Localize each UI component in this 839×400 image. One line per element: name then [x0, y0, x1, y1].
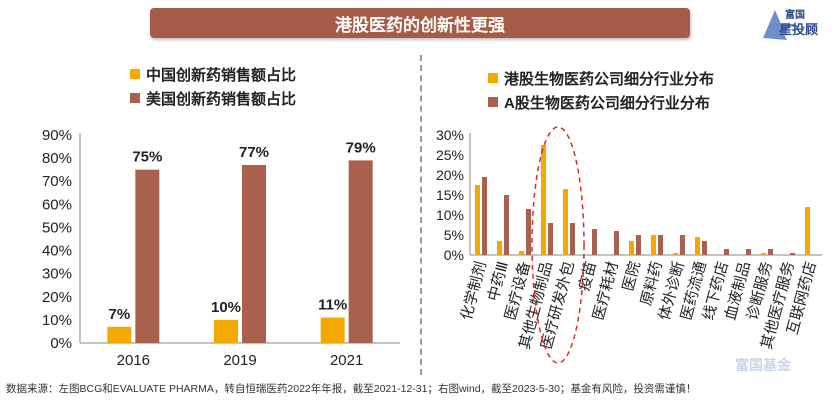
x-tick-label: 疫苗: [576, 260, 600, 293]
legend-label: A股生物医药公司细分行业分布: [504, 94, 710, 112]
banner-title: 港股医药的创新性更强: [335, 15, 505, 35]
data-label: 77%: [239, 144, 269, 161]
legend-swatch: [130, 69, 140, 79]
data-label: 79%: [346, 139, 376, 156]
y-tick-label: 10%: [436, 207, 464, 223]
y-tick-label: 40%: [42, 243, 72, 260]
bar: [482, 177, 487, 255]
y-tick-label: 70%: [42, 173, 72, 190]
bar: [746, 249, 751, 255]
bar: [805, 207, 810, 255]
x-tick-label: 2019: [223, 352, 256, 369]
bar: [348, 160, 373, 343]
bar: [658, 235, 663, 255]
bar: [636, 235, 641, 255]
brand-logo: 富国 星投顾: [763, 8, 818, 40]
y-tick-label: 5%: [444, 227, 464, 243]
bar: [548, 223, 553, 255]
y-tick-label: 30%: [436, 127, 464, 143]
data-label: 75%: [132, 149, 162, 166]
y-tick-label: 0%: [444, 247, 464, 263]
bar: [702, 241, 707, 255]
bar: [790, 253, 795, 255]
legend-swatch: [130, 93, 140, 103]
y-tick-label: 20%: [42, 289, 72, 306]
y-tick-label: 60%: [42, 196, 72, 213]
bar: [242, 165, 266, 343]
y-tick-label: 15%: [436, 187, 464, 203]
bar: [768, 249, 773, 255]
brand-logo-text-top: 富国: [785, 8, 805, 21]
bar: [541, 145, 546, 255]
legend-label: 港股生物医药公司细分行业分布: [504, 70, 715, 88]
bar: [592, 229, 597, 255]
y-tick-label: 10%: [42, 312, 72, 329]
bar: [563, 189, 568, 255]
y-tick-label: 80%: [42, 150, 72, 167]
bar: [695, 237, 700, 255]
legend-item: 美国创新药销售额占比: [130, 86, 296, 110]
legend-item: 港股生物医药公司细分行业分布: [488, 66, 714, 90]
bar: [673, 253, 678, 255]
data-label: 7%: [108, 306, 130, 323]
bar: [526, 209, 531, 255]
legend-item: 中国创新药销售额占比: [130, 62, 296, 86]
right-legend: 港股生物医药公司细分行业分布 A股生物医药公司细分行业分布: [488, 66, 714, 114]
footnote: 数据来源：左图BCG和EVALUATE PHARMA，转自恒瑞医药2022年年报…: [6, 383, 697, 395]
bar: [504, 195, 509, 255]
bar: [651, 235, 656, 255]
legend-swatch: [488, 97, 498, 107]
y-tick-label: 25%: [436, 147, 464, 163]
panel-divider: [420, 55, 422, 375]
highlight-ellipse: [531, 126, 585, 364]
brand-logo-text-main: 星投顾: [779, 22, 818, 37]
bar: [135, 169, 160, 343]
legend-item: A股生物医药公司细分行业分布: [488, 90, 714, 114]
watermark: 富国基金: [735, 357, 791, 373]
bar: [570, 223, 575, 255]
data-label: 11%: [318, 297, 347, 314]
bar: [614, 231, 619, 255]
bar: [761, 253, 766, 255]
x-tick-label: 医院: [619, 259, 644, 293]
y-tick-label: 90%: [42, 127, 72, 144]
y-tick-label: 20%: [436, 167, 464, 183]
y-tick-label: 30%: [42, 266, 72, 283]
x-tick-label: 2021: [330, 352, 363, 369]
bar: [107, 326, 132, 343]
bar: [519, 251, 524, 255]
left-legend: 中国创新药销售额占比 美国创新药销售额占比: [130, 62, 296, 110]
x-tick-label: 2016: [117, 352, 150, 369]
bar: [680, 235, 685, 255]
legend-label: 中国创新药销售额占比: [146, 66, 297, 84]
legend-swatch: [488, 73, 498, 83]
bar: [214, 319, 238, 343]
y-tick-label: 50%: [42, 219, 72, 236]
bar: [629, 241, 634, 255]
x-tick-label: 化学制剂: [458, 260, 490, 322]
bar: [724, 249, 729, 255]
bar: [497, 241, 502, 255]
bar: [475, 185, 480, 255]
legend-label: 美国创新药销售额占比: [146, 90, 297, 108]
bar: [320, 317, 345, 343]
star-icon: [763, 10, 795, 40]
data-label: 10%: [211, 299, 241, 316]
banner: 港股医药的创新性更强: [150, 8, 690, 38]
y-tick-label: 0%: [50, 335, 72, 352]
